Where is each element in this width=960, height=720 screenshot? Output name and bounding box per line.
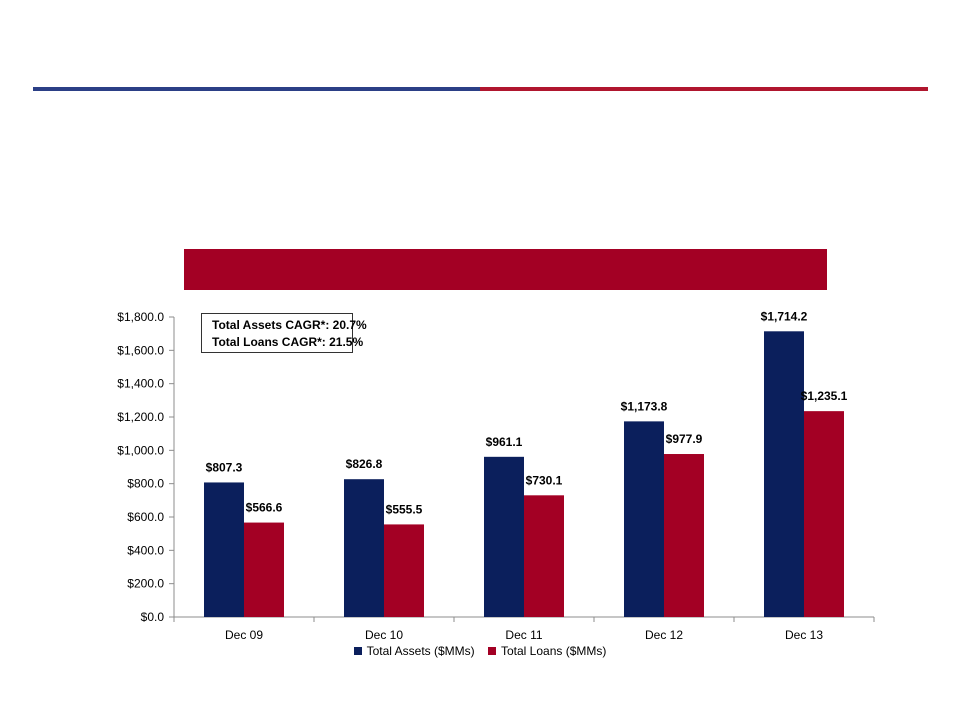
data-label-loans: $1,235.1 — [801, 389, 848, 403]
loans-cagr-text: Total Loans CAGR*: 21.5% — [212, 335, 364, 349]
data-label-assets: $807.3 — [206, 460, 243, 474]
bar-total-loans — [244, 522, 284, 617]
bar-total-assets — [344, 479, 384, 617]
legend-item-loans: Total Loans ($MMs) — [488, 644, 606, 658]
y-tick-label: $200.0 — [127, 577, 164, 591]
y-tick-label: $1,000.0 — [117, 443, 164, 457]
x-category-label: Dec 12 — [645, 628, 683, 642]
x-category-label: Dec 13 — [785, 628, 823, 642]
y-tick-label: $1,800.0 — [117, 310, 164, 324]
data-label-assets: $826.8 — [346, 457, 383, 471]
legend-label-assets: Total Assets ($MMs) — [366, 644, 475, 658]
data-label-loans: $566.6 — [246, 501, 283, 515]
y-tick-label: $0.0 — [141, 610, 165, 624]
x-category-label: Dec 10 — [365, 628, 403, 642]
y-tick-label: $1,400.0 — [117, 377, 164, 391]
data-label-loans: $730.1 — [526, 473, 563, 487]
data-label-assets: $1,173.8 — [621, 399, 668, 413]
cagr-annotation-box: Total Assets CAGR*: 20.7% Total Loans CA… — [201, 313, 367, 353]
bar-total-assets — [484, 456, 524, 617]
data-label-loans: $977.9 — [666, 432, 703, 446]
y-tick-label: $400.0 — [127, 543, 164, 557]
bar-total-assets — [624, 421, 664, 617]
header-rule-red — [480, 87, 928, 91]
data-label-loans: $555.5 — [386, 502, 423, 516]
legend-item-assets: Total Assets ($MMs) — [353, 644, 475, 658]
bar-total-loans — [804, 411, 844, 617]
header-rule-blue — [33, 87, 480, 91]
y-tick-label: $1,200.0 — [117, 410, 164, 424]
bar-total-loans — [384, 524, 424, 617]
data-label-assets: $1,714.2 — [761, 309, 808, 323]
chart-legend: Total Assets ($MMs) Total Loans ($MMs) — [0, 644, 960, 658]
bar-total-assets — [204, 482, 244, 617]
y-tick-label: $1,600.0 — [117, 343, 164, 357]
legend-swatch-loans — [488, 647, 496, 655]
legend-swatch-assets — [353, 647, 362, 655]
data-label-assets: $961.1 — [486, 435, 523, 449]
bar-total-loans — [664, 454, 704, 617]
y-tick-label: $800.0 — [127, 477, 164, 491]
y-tick-label: $600.0 — [127, 510, 164, 524]
legend-label-loans: Total Loans ($MMs) — [501, 644, 607, 658]
assets-cagr-text: Total Assets CAGR*: 20.7% — [212, 318, 367, 332]
bar-total-assets — [764, 331, 804, 617]
x-category-label: Dec 09 — [225, 628, 263, 642]
title-banner — [184, 249, 827, 290]
bar-total-loans — [524, 495, 564, 617]
x-category-label: Dec 11 — [505, 628, 542, 642]
